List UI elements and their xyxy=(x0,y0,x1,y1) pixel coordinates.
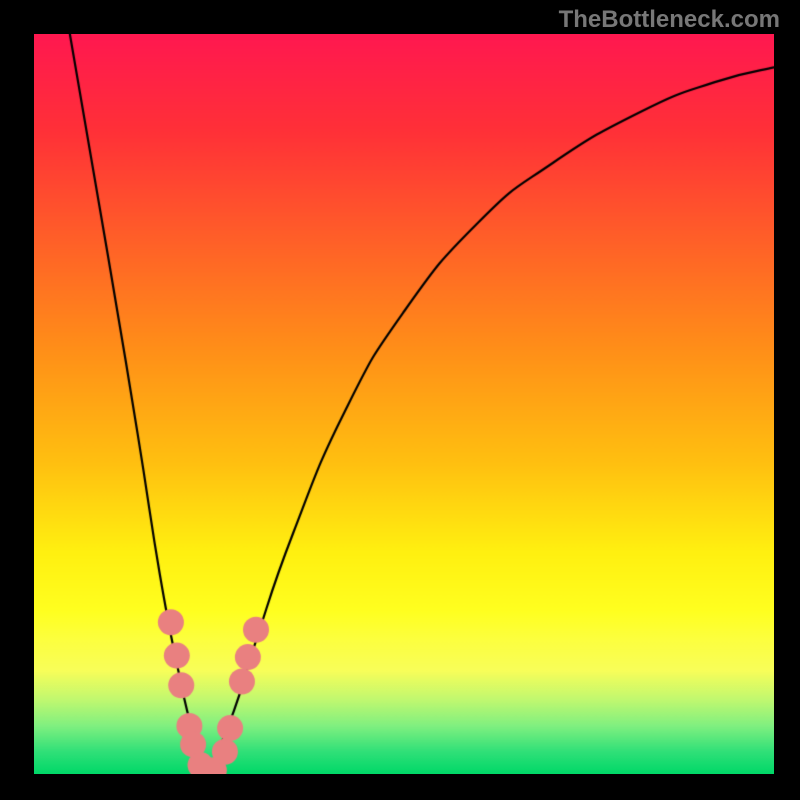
chart-root: TheBottleneck.com xyxy=(0,0,800,800)
chart-canvas xyxy=(34,34,774,774)
plot-area xyxy=(34,34,774,774)
watermark-text: TheBottleneck.com xyxy=(559,6,780,34)
